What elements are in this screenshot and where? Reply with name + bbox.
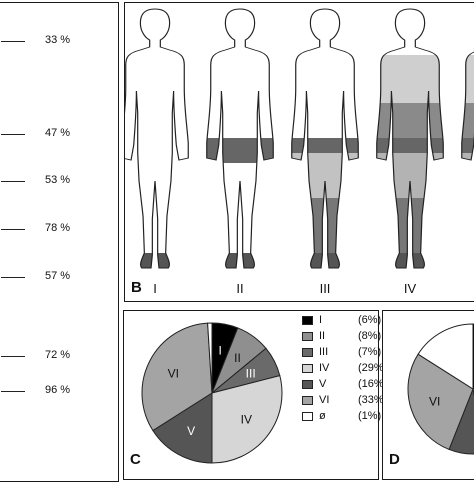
panel-letter: B (131, 279, 142, 296)
legend-label: III (319, 346, 329, 358)
pie-slice-v (152, 392, 213, 464)
slice-label: V (187, 424, 195, 438)
stage-label: I (153, 281, 157, 296)
legend-label: ø (319, 410, 326, 422)
legend-percent: (33%) (358, 394, 388, 406)
legend-percent: (29%) (358, 362, 388, 374)
percent-row: 72 % (0, 348, 95, 364)
body-figure (206, 8, 274, 269)
pie-slice-vi (407, 353, 474, 451)
percent-label: 96 % (45, 384, 71, 396)
legend-label: I (319, 314, 323, 326)
panel-c: I II III IV V VI I (6%) II (8%) III (7%) IV (29%) V (1… (123, 310, 387, 480)
shaded-region (376, 103, 444, 138)
legend-percent: (1%) (358, 410, 382, 422)
shaded-region (291, 253, 359, 268)
row-tick (1, 356, 25, 357)
panel-letter: C (130, 451, 141, 468)
body-shading (291, 138, 359, 268)
legend-label: VI (319, 394, 330, 406)
percent-label: 57 % (45, 270, 71, 282)
percent-row: 53 % (0, 173, 95, 189)
legend-label: IV (319, 362, 330, 374)
shaded-region (291, 153, 359, 198)
legend-swatch (302, 348, 313, 357)
legend-swatch (302, 316, 313, 325)
body-shading (125, 253, 189, 268)
percent-row: 57 % (0, 269, 95, 285)
legend-swatch (302, 396, 313, 405)
percent-label: 53 % (45, 174, 71, 186)
percent-label: 47 % (45, 127, 71, 139)
percent-label: 33 % (45, 34, 71, 46)
legend-label: V (319, 378, 327, 390)
row-tick (1, 277, 25, 278)
shaded-region (206, 253, 274, 268)
shaded-region (125, 253, 189, 268)
body-figure (376, 8, 444, 269)
shaded-region (461, 198, 474, 253)
slice-label: II (234, 351, 241, 365)
shaded-region (376, 253, 444, 268)
pie-chart-d: IVVI (407, 323, 474, 455)
row-tick (1, 181, 25, 182)
body-figure (461, 8, 474, 269)
legend-label: II (319, 330, 326, 342)
legend-swatch (302, 412, 313, 421)
percent-row: 96 % (0, 383, 95, 399)
slice-label: IV (241, 413, 252, 427)
pie-slice-vi (141, 322, 213, 432)
body-shading (461, 55, 474, 268)
panel-a: 33 % 47 % 53 % 78 % 57 % 72 % 96 % (0, 2, 119, 482)
panel-d: IVVI D (382, 310, 474, 480)
pie-slice-none (207, 322, 213, 394)
slice-label: VI (429, 394, 440, 408)
shaded-region (291, 198, 359, 253)
body-shading (206, 138, 274, 268)
slice-label: VI (168, 366, 179, 380)
shaded-region (461, 253, 474, 268)
shaded-region (461, 55, 474, 103)
legend-swatch (302, 380, 313, 389)
pie-slice-iv (211, 374, 283, 464)
stage-label: II (236, 281, 244, 296)
percent-row: 78 % (0, 221, 95, 237)
body-figure (125, 8, 189, 269)
shaded-region (376, 55, 444, 103)
row-tick (1, 391, 25, 392)
legend-percent: (7%) (358, 346, 382, 358)
legend-percent: (6%) (358, 314, 382, 326)
percent-row: 33 % (0, 33, 95, 49)
legend-swatch (302, 364, 313, 373)
body-figure (291, 8, 359, 269)
shaded-region (376, 198, 444, 253)
panel-b: I II III IV B (124, 2, 474, 302)
percent-label: 78 % (45, 222, 71, 234)
slice-label: I (218, 343, 221, 357)
slice-label: III (246, 366, 256, 380)
stage-label: III (319, 281, 331, 296)
panel-letter: D (389, 451, 400, 468)
stage-label: IV (403, 281, 417, 296)
body-diagram-figures (125, 8, 474, 269)
pie-slice-none (417, 323, 474, 390)
row-tick (1, 134, 25, 135)
legend-swatch (302, 332, 313, 341)
body-shading (376, 55, 444, 268)
legend-percent: (16%) (358, 378, 388, 390)
percent-label: 72 % (45, 349, 71, 361)
legend-percent: (8%) (358, 330, 382, 342)
row-tick (1, 229, 25, 230)
percent-row: 47 % (0, 126, 95, 142)
row-tick (1, 41, 25, 42)
shaded-region (376, 153, 444, 198)
